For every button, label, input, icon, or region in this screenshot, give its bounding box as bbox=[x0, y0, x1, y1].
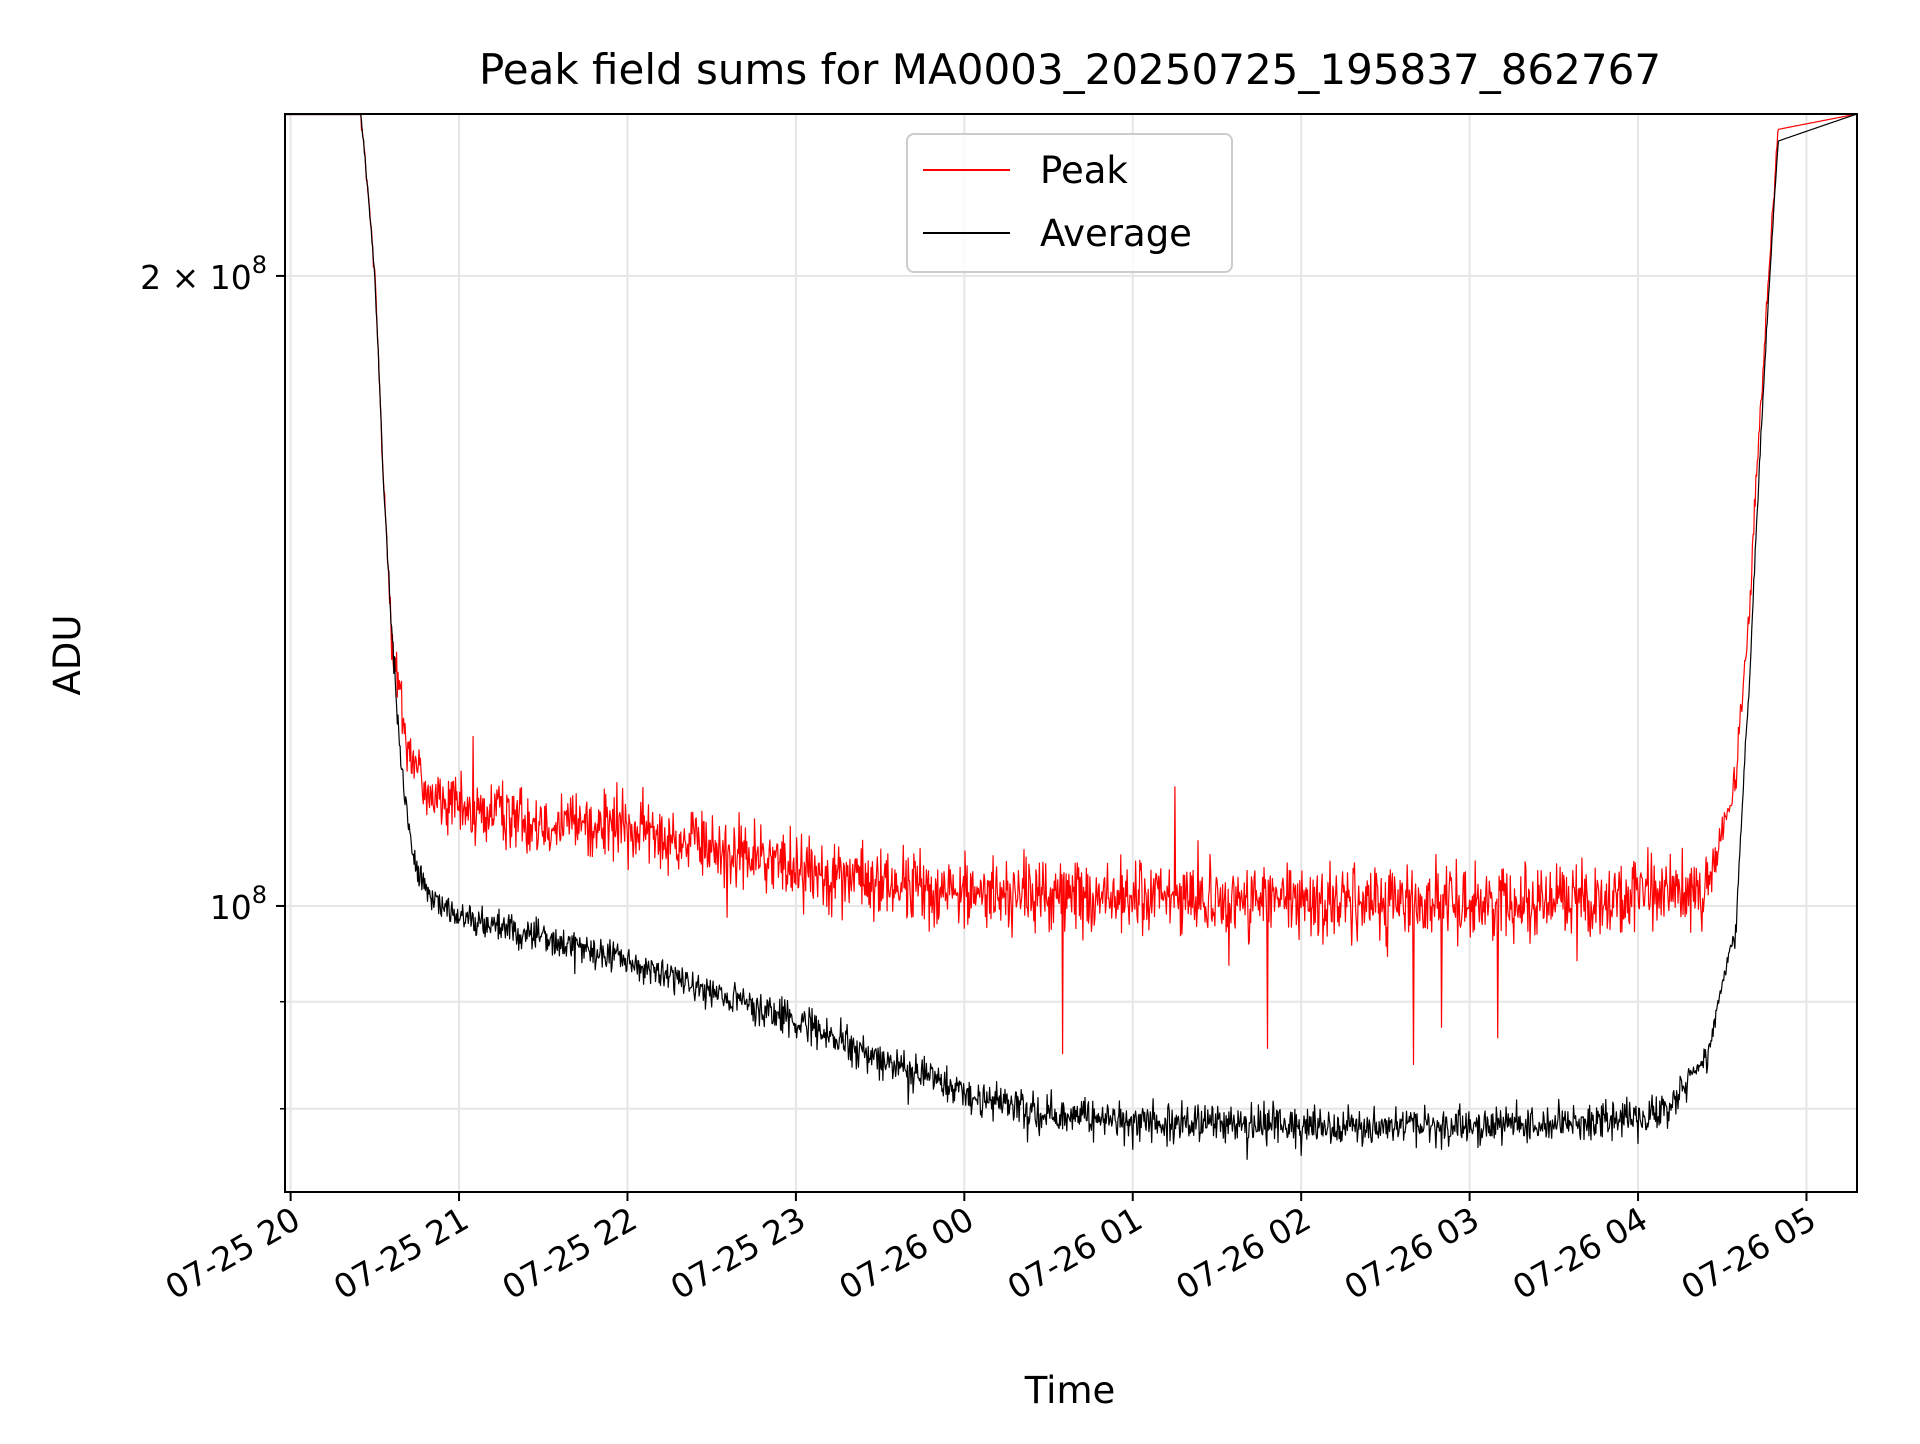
chart-title: Peak field sums for MA0003_20250725_1958… bbox=[479, 45, 1661, 94]
series-line-average bbox=[285, 113, 1857, 1161]
legend-box bbox=[906, 133, 1233, 273]
y-tick-label: 108 bbox=[210, 881, 267, 927]
y-tick-labels: 108 2 × 108 bbox=[140, 251, 267, 927]
y-axis-label: ADU bbox=[46, 615, 89, 696]
series-lines bbox=[285, 113, 1857, 1161]
plot-frame bbox=[284, 113, 1858, 1193]
legend-label-average: Average bbox=[1040, 212, 1192, 255]
y-tick-label: 2 × 108 bbox=[140, 251, 267, 297]
legend-label-peak: Peak bbox=[1040, 149, 1128, 192]
x-axis-label: Time bbox=[1024, 1369, 1116, 1412]
series-line-peak bbox=[285, 113, 1857, 1066]
legend: Peak Average bbox=[906, 133, 1233, 273]
